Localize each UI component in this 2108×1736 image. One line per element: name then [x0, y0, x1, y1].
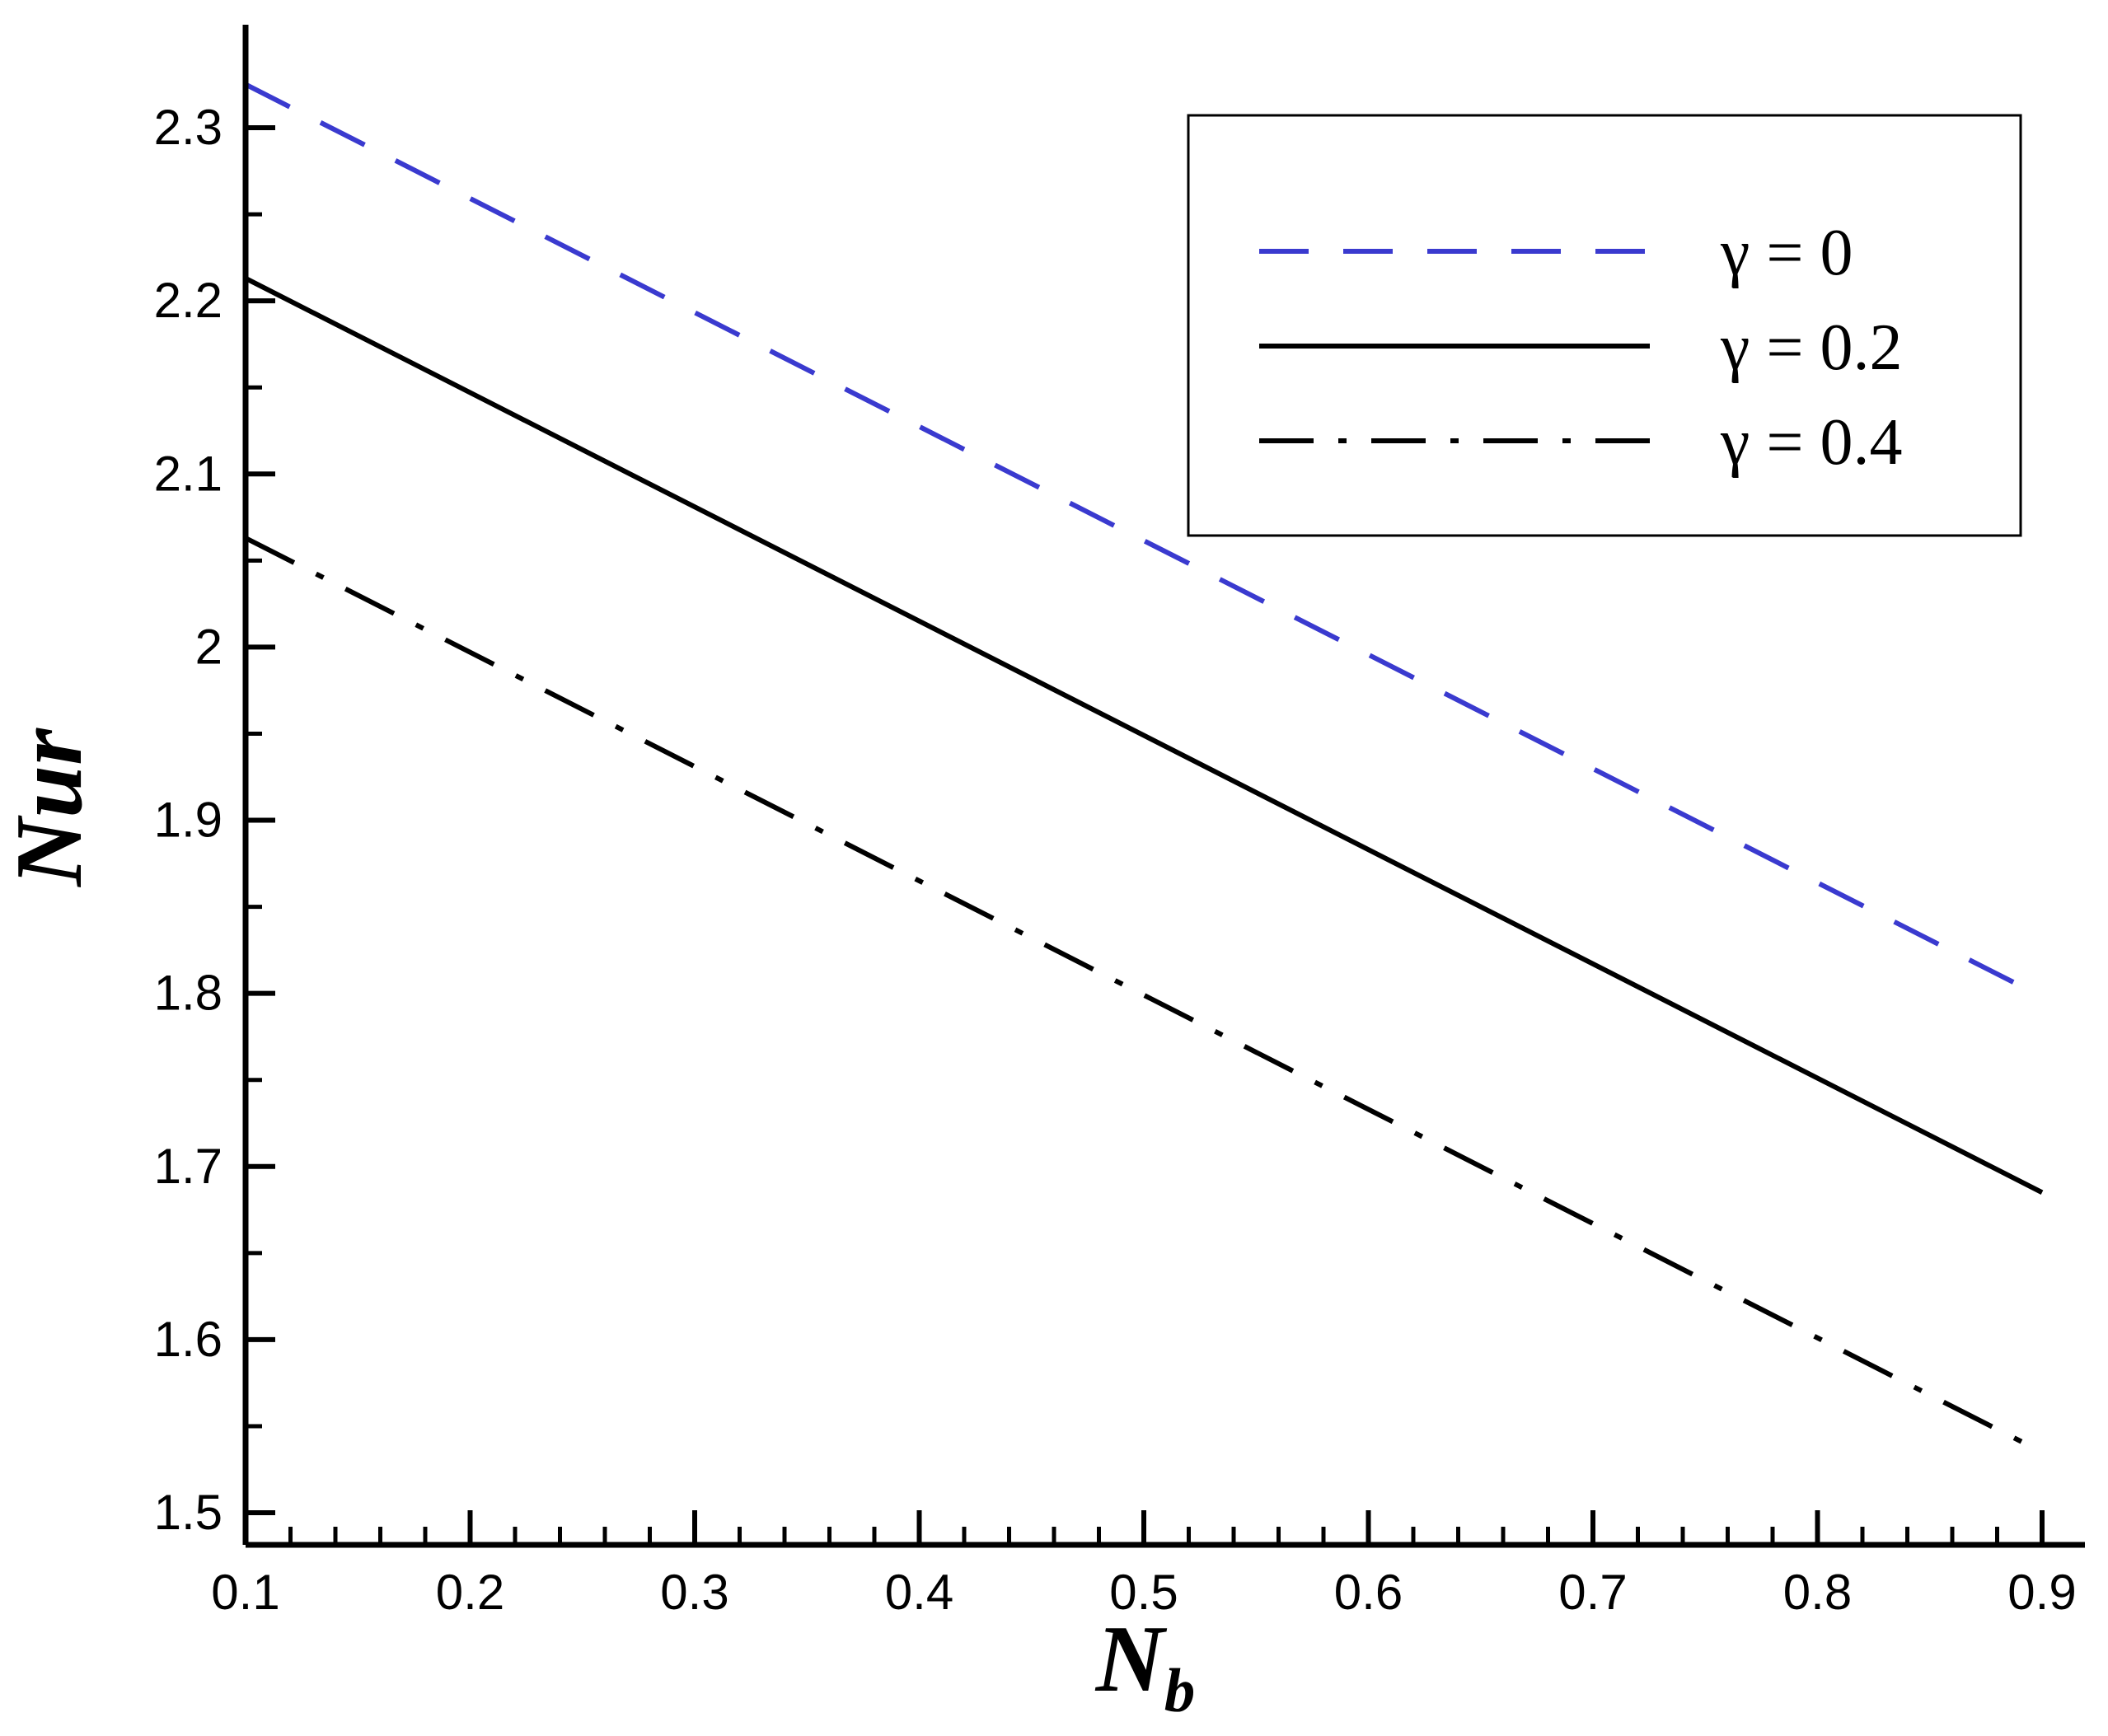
series-line-2 — [244, 276, 2044, 1195]
x-axis-title-subscript: b — [1164, 1657, 1196, 1725]
x-tick-label: 0.1 — [211, 1565, 279, 1620]
x-tick-label: 0.7 — [1558, 1565, 1627, 1620]
y-tick-label: 1.7 — [154, 1139, 223, 1194]
x-tick-label: 0.8 — [1783, 1565, 1852, 1620]
x-axis-ticks: 0.1 0.2 0.3 0.4 0.5 0.6 0.7 0.8 0.9 — [211, 1510, 2077, 1620]
x-tick-label: 0.4 — [885, 1565, 953, 1620]
y-tick-label: 2 — [195, 619, 223, 674]
x-tick-label: 0.3 — [660, 1565, 728, 1620]
legend-box — [1187, 114, 2022, 537]
legend: γ = 0 γ = 0.2 γ = 0.4 — [1187, 114, 2022, 537]
x-tick-label: 0.2 — [436, 1565, 504, 1620]
series-lines — [244, 82, 2044, 1455]
x-tick-label: 0.6 — [1334, 1565, 1403, 1620]
legend-label-2: γ = 0.2 — [1720, 311, 1902, 384]
x-tick-label: 0.9 — [2007, 1565, 2076, 1620]
y-tick-label: 1.5 — [154, 1485, 223, 1540]
axes-frame — [242, 25, 2085, 1548]
y-tick-label: 2.1 — [154, 446, 223, 501]
x-axis-title: Nb — [1094, 1607, 1196, 1725]
y-tick-label: 1.8 — [154, 966, 223, 1021]
y-tick-label: 1.6 — [154, 1312, 223, 1367]
x-axis-title-main: N — [1094, 1607, 1168, 1711]
legend-label-1: γ = 0 — [1720, 217, 1853, 289]
y-tick-label: 2.2 — [154, 273, 223, 328]
legend-label-3: γ = 0.4 — [1720, 406, 1902, 479]
y-tick-label: 2.3 — [154, 100, 223, 155]
y-tick-label: 1.9 — [154, 793, 223, 848]
y-axis-ticks: 1.5 1.6 1.7 1.8 1.9 2 2.1 2.2 2.3 — [154, 100, 275, 1540]
x-tick-label: 0.5 — [1109, 1565, 1178, 1620]
y-axis-title: Nur — [0, 728, 101, 888]
